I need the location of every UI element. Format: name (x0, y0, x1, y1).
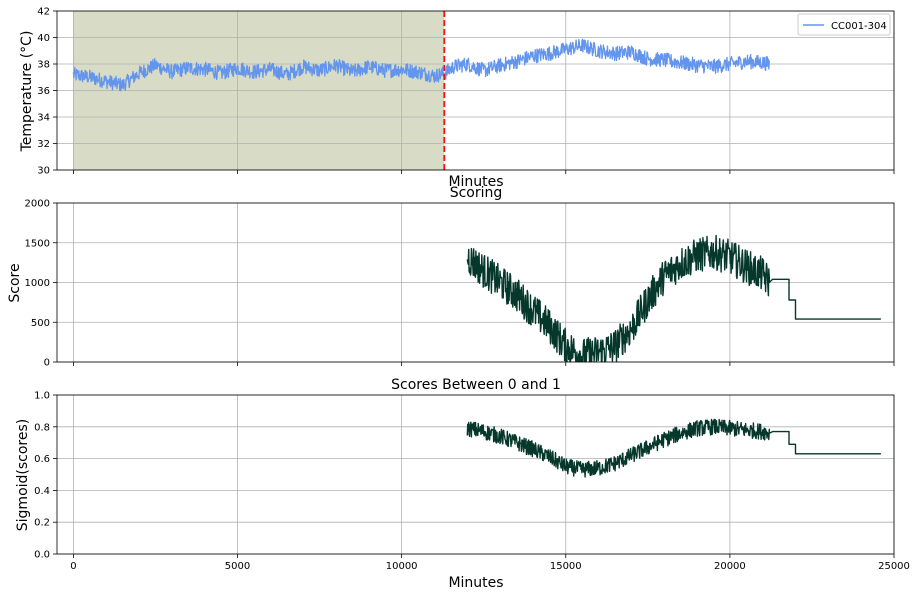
temperature-xlabel: Minutes (448, 174, 503, 190)
sigmoid-ytick-label-2: 0.4 (34, 486, 50, 497)
sigmoid-xlabel: Minutes (448, 575, 503, 591)
scoring-series-line-0 (466, 234, 881, 362)
temperature-ytick-label-1: 32 (37, 139, 50, 150)
sigmoid-xtick-label-1: 5000 (225, 561, 250, 572)
sigmoid-ytick-label-1: 0.2 (34, 518, 50, 529)
legend-label-cc001-304: CC001-304 (831, 21, 887, 32)
sigmoid-ytick-label-0: 0.0 (34, 550, 50, 561)
scoring-ytick-label-3: 1500 (25, 238, 50, 249)
scoring-plot-area: 0 500 1000 1500 2000 (25, 199, 895, 369)
scoring-ytick-label-4: 2000 (25, 199, 50, 210)
temperature-ytick-label-2: 34 (37, 113, 50, 124)
sigmoid-panel: 0 5000 10000 15000 20000 25000 0.0 0.2 0.4 0.6 0.8… (15, 377, 910, 591)
scoring-ytick-label-1: 500 (31, 318, 50, 329)
sigmoid-series-line-0 (466, 418, 881, 478)
sigmoid-ytick-label-3: 0.6 (34, 454, 50, 465)
sigmoid-title: Scores Between 0 and 1 (391, 377, 561, 393)
sigmoid-ytick-label-4: 0.8 (34, 422, 50, 433)
temperature-ytick-label-4: 38 (37, 60, 50, 71)
temperature-axes-frame (56, 10, 895, 171)
temperature-ytick-label-6: 42 (37, 7, 50, 18)
sigmoid-xtick-label-0: 0 (70, 561, 76, 572)
temperature-ytick-label-5: 40 (37, 33, 50, 44)
temperature-ytick-label-3: 36 (37, 86, 50, 97)
scoring-ylabel: Score (7, 263, 23, 302)
sigmoid-ytick-label-5: 1.0 (34, 391, 50, 402)
scoring-panel: 0 500 1000 1500 2000 Scoring Score (7, 185, 895, 369)
sigmoid-xtick-label-5: 25000 (878, 561, 910, 572)
scoring-ytick-label-2: 1000 (25, 278, 50, 289)
scoring-axes-frame (56, 202, 895, 363)
scoring-title: Scoring (450, 185, 503, 201)
sigmoid-xtick-label-3: 15000 (550, 561, 582, 572)
sigmoid-xtick-label-4: 20000 (714, 561, 746, 572)
sigmoid-plot-area: 0 5000 10000 15000 20000 25000 0.0 0.2 0.4 0.6 0.8… (34, 391, 910, 573)
temperature-ylabel: Temperature (°C) (19, 31, 35, 153)
sigmoid-axes-frame (56, 394, 895, 555)
temperature-series-line-0 (72, 38, 770, 92)
temperature-plot-area: 30 32 34 36 38 40 42 (37, 7, 895, 177)
sigmoid-xtick-label-2: 10000 (386, 561, 418, 572)
scoring-ytick-label-0: 0 (44, 358, 50, 369)
temperature-legend: CC001-304 (797, 13, 891, 36)
temperature-ytick-label-0: 30 (37, 166, 50, 177)
sigmoid-ylabel: Sigmoid(scores) (15, 419, 31, 531)
